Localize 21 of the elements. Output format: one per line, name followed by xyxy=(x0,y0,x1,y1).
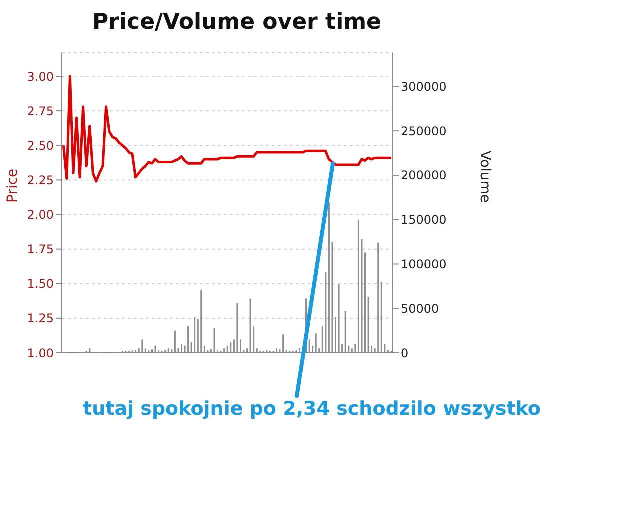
y-tick-label: 1.25 xyxy=(27,312,54,326)
y-axis-title: Price xyxy=(4,168,21,203)
y-tick-label: 2.50 xyxy=(27,138,54,153)
text: tutaj spokojnie po 2,34 schodzilo wszystko xyxy=(83,398,541,420)
y-tick-label: 1.75 xyxy=(27,242,54,257)
y-tick-label: 1.50 xyxy=(27,277,54,292)
y-tick-label: 2.75 xyxy=(27,104,54,118)
y2-tick-label: 300000 xyxy=(401,80,447,94)
y-tick-label: 2.00 xyxy=(27,208,54,222)
y2-tick-label: 50000 xyxy=(401,302,440,316)
y2-tick-label: 250000 xyxy=(401,124,447,138)
y2-tick-label: 0 xyxy=(401,346,409,360)
y-tick-label: 1.00 xyxy=(27,346,54,360)
y-tick-label: 2.25 xyxy=(27,173,54,188)
y-tick-label: 3.00 xyxy=(27,70,54,84)
chart-title: Price/Volume over time xyxy=(92,10,382,35)
line-series xyxy=(62,75,393,183)
y2-tick-label: 150000 xyxy=(401,213,447,228)
y2-axis-title: Volume xyxy=(477,150,494,203)
y2-tick-label: 200000 xyxy=(401,168,447,183)
y2-tick-label: 100000 xyxy=(401,258,447,272)
